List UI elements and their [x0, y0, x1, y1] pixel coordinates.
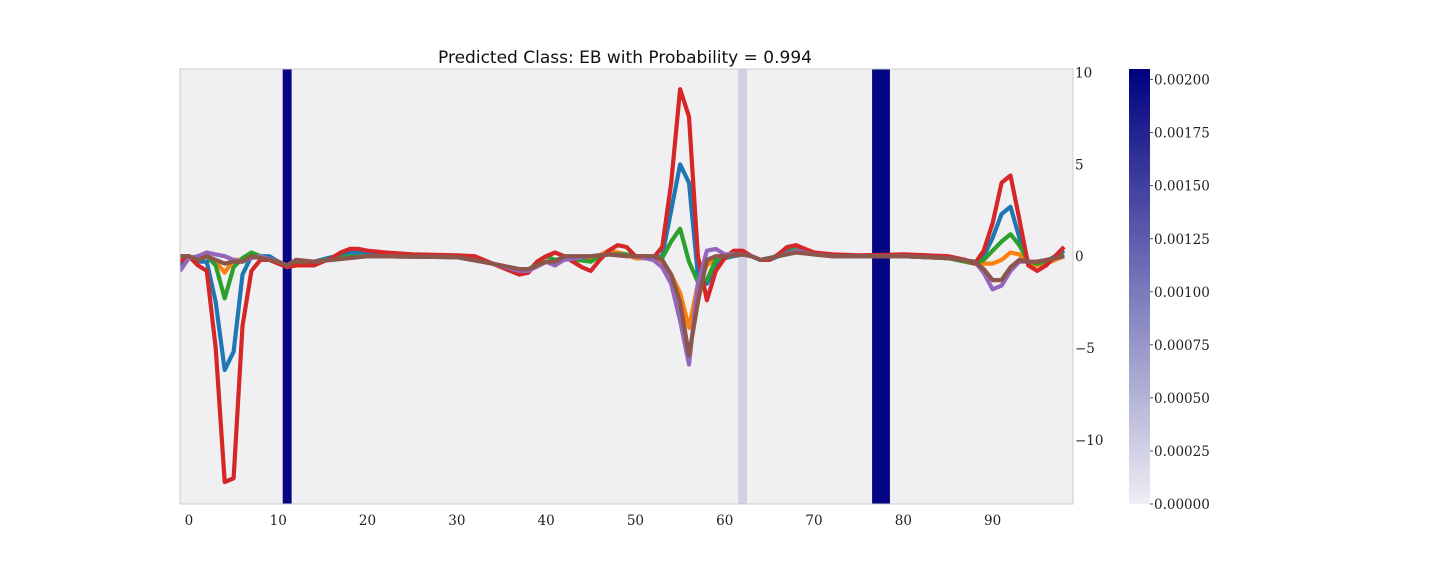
y-tick-label: 0 — [1075, 249, 1084, 265]
y-tick-label: 5 — [1075, 157, 1084, 173]
y-tick-label: −10 — [1075, 433, 1104, 449]
attention-band-2 — [872, 69, 890, 504]
x-tick-label: 0 — [185, 513, 194, 529]
y-axis-ticks: 10 5 0 −5 −10 — [1075, 66, 1104, 449]
x-tick-label: 80 — [895, 513, 912, 529]
series-lines — [180, 87, 1066, 485]
x-axis-ticks: 0 10 20 30 40 50 60 70 80 90 — [185, 513, 1002, 529]
attention-band-1 — [738, 69, 748, 504]
x-tick-label: 20 — [359, 513, 376, 529]
colorbar-tick-label: 0.00050 — [1154, 391, 1210, 407]
x-tick-label: 60 — [716, 513, 733, 529]
series-line-5 — [180, 250, 1065, 358]
colorbar-ticks: 0.00000 0.00025 0.00050 0.00075 0.00100 0.001… — [1150, 73, 1210, 513]
colorbar-tick-label: 0.00025 — [1154, 444, 1210, 460]
colorbar-tick-label: 0.00000 — [1154, 497, 1210, 513]
x-tick-label: 70 — [805, 513, 822, 529]
colorbar-tick-label: 0.00175 — [1154, 126, 1210, 142]
colorbar-tick-label: 0.00075 — [1154, 338, 1210, 354]
x-tick-label: 40 — [538, 513, 555, 529]
chart-title: Predicted Class: EB with Probability = 0… — [438, 48, 812, 68]
plot-frame — [179, 68, 1074, 505]
colorbar — [1129, 69, 1150, 504]
y-tick-label: −5 — [1075, 341, 1095, 357]
attention-band-0 — [282, 69, 292, 504]
x-tick-label: 90 — [984, 513, 1001, 529]
plot-background — [180, 69, 1073, 504]
colorbar-tick-label: 0.00125 — [1154, 232, 1210, 248]
colorbar-tick-label: 0.00150 — [1154, 179, 1210, 195]
x-tick-label: 30 — [448, 513, 465, 529]
x-tick-label: 50 — [627, 513, 644, 529]
x-tick-label: 10 — [270, 513, 287, 529]
colorbar-tick-label: 0.00200 — [1154, 73, 1210, 89]
y-tick-label: 10 — [1075, 66, 1092, 82]
colorbar-tick-label: 0.00100 — [1154, 285, 1210, 301]
attention-bands — [282, 69, 890, 504]
